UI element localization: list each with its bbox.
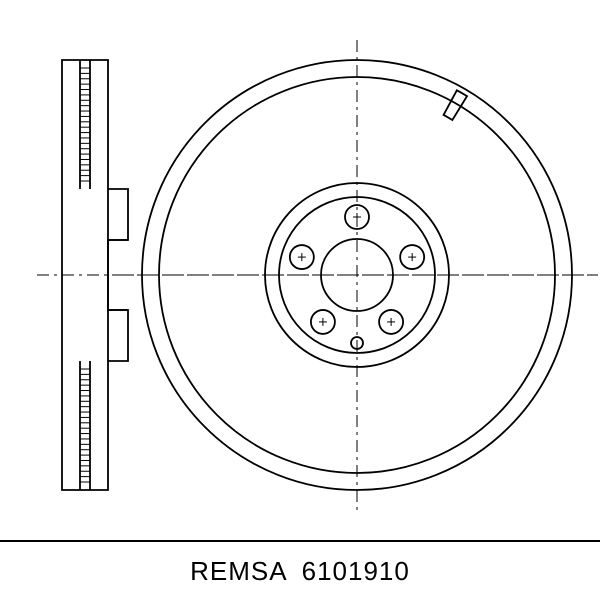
technical-drawing [0,0,600,540]
drawing-svg [0,0,600,540]
canvas: REMSA 6101910 [0,0,600,600]
brand-label: REMSA [190,556,287,587]
part-number: 6101910 [302,556,410,587]
caption-bar: REMSA 6101910 [0,540,600,600]
